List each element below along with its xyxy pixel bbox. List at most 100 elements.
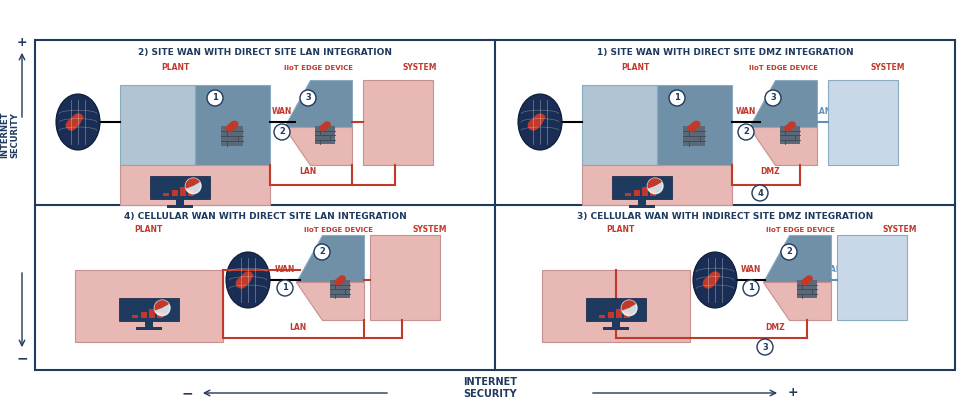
Circle shape (155, 300, 170, 316)
Text: WAN: WAN (271, 107, 292, 116)
Wedge shape (185, 178, 200, 188)
Bar (586, 298, 646, 320)
Text: 3: 3 (770, 94, 776, 102)
Text: 4: 4 (758, 188, 763, 198)
Bar (195, 85, 270, 165)
Text: IIoT EDGE DEVICE: IIoT EDGE DEVICE (283, 65, 353, 71)
Text: 1: 1 (748, 284, 754, 292)
Circle shape (314, 244, 330, 260)
Text: SYSTEM: SYSTEM (403, 63, 437, 72)
Text: SYSTEM: SYSTEM (413, 225, 447, 234)
Bar (642, 187, 648, 196)
Bar (363, 80, 433, 165)
Circle shape (185, 178, 201, 194)
Bar (136, 327, 163, 330)
Text: PLANT: PLANT (134, 225, 162, 234)
Bar (612, 176, 672, 198)
Text: 2: 2 (786, 248, 792, 256)
Bar (370, 235, 440, 320)
Polygon shape (749, 80, 817, 127)
Text: LAN: LAN (299, 167, 317, 176)
Bar (132, 315, 138, 318)
Bar (582, 85, 657, 165)
Text: DMZ: DMZ (765, 323, 785, 332)
Text: DMZ: DMZ (760, 167, 780, 176)
Text: SYSTEM: SYSTEM (883, 225, 917, 234)
Text: 4) CELLULAR WAN WITH DIRECT SITE LAN INTEGRATION: 4) CELLULAR WAN WITH DIRECT SITE LAN INT… (123, 212, 407, 222)
Bar (164, 193, 170, 196)
Circle shape (738, 124, 754, 140)
Circle shape (621, 300, 637, 316)
Bar (542, 270, 690, 342)
Circle shape (274, 124, 290, 140)
Bar (683, 126, 705, 146)
Bar (35, 40, 955, 370)
Circle shape (781, 244, 797, 260)
Bar (651, 190, 657, 196)
Wedge shape (155, 300, 169, 310)
Bar (120, 85, 195, 165)
Polygon shape (296, 235, 364, 282)
Bar (315, 126, 335, 144)
Circle shape (743, 280, 759, 296)
Bar (119, 298, 179, 320)
Ellipse shape (56, 94, 100, 150)
Text: 2: 2 (279, 128, 285, 136)
Bar (145, 320, 153, 329)
Text: PLANT: PLANT (620, 63, 649, 72)
Circle shape (752, 185, 768, 201)
Circle shape (669, 90, 685, 106)
Bar (172, 190, 177, 196)
Text: PLANT: PLANT (161, 63, 189, 72)
Text: −: − (181, 386, 193, 400)
Bar (625, 193, 631, 196)
Text: IIoT EDGE DEVICE: IIoT EDGE DEVICE (749, 65, 817, 71)
Polygon shape (66, 113, 83, 131)
Bar (638, 198, 646, 207)
Bar (780, 126, 800, 144)
Text: 1: 1 (282, 284, 288, 292)
Circle shape (207, 90, 223, 106)
Bar (582, 165, 732, 205)
Bar (599, 315, 606, 318)
Bar (140, 312, 147, 318)
Text: −: − (17, 351, 27, 365)
Bar (828, 80, 898, 165)
Polygon shape (319, 121, 331, 132)
Polygon shape (763, 235, 831, 282)
Text: 1: 1 (674, 94, 680, 102)
Bar (612, 320, 619, 329)
Polygon shape (784, 121, 796, 132)
Circle shape (277, 280, 293, 296)
Text: SYSTEM: SYSTEM (871, 63, 906, 72)
Bar (603, 327, 629, 330)
Text: 3) CELLULAR WAN WITH INDIRECT SITE DMZ INTEGRATION: 3) CELLULAR WAN WITH INDIRECT SITE DMZ I… (577, 212, 873, 222)
Bar (629, 205, 656, 208)
Bar (188, 190, 194, 196)
Text: 1) SITE WAN WITH DIRECT SITE DMZ INTEGRATION: 1) SITE WAN WITH DIRECT SITE DMZ INTEGRA… (597, 48, 854, 56)
Text: 2: 2 (319, 248, 325, 256)
Bar (176, 198, 183, 207)
Polygon shape (225, 121, 238, 132)
Bar (167, 205, 193, 208)
Wedge shape (648, 178, 662, 188)
Text: 1: 1 (212, 94, 218, 102)
Bar (75, 270, 223, 342)
Polygon shape (801, 275, 813, 286)
Polygon shape (749, 127, 817, 165)
Bar (150, 176, 210, 198)
Circle shape (648, 178, 663, 194)
Polygon shape (284, 127, 352, 165)
Circle shape (765, 90, 781, 106)
Text: LAN: LAN (814, 107, 832, 116)
Bar (120, 165, 270, 205)
Polygon shape (703, 271, 720, 289)
Circle shape (300, 90, 316, 106)
Bar (797, 280, 817, 298)
Text: +: + (788, 386, 799, 400)
Polygon shape (284, 80, 352, 127)
Bar (158, 312, 164, 318)
Text: PLANT: PLANT (606, 225, 634, 234)
Text: IIoT EDGE DEVICE: IIoT EDGE DEVICE (304, 227, 372, 233)
Text: 3: 3 (305, 94, 311, 102)
